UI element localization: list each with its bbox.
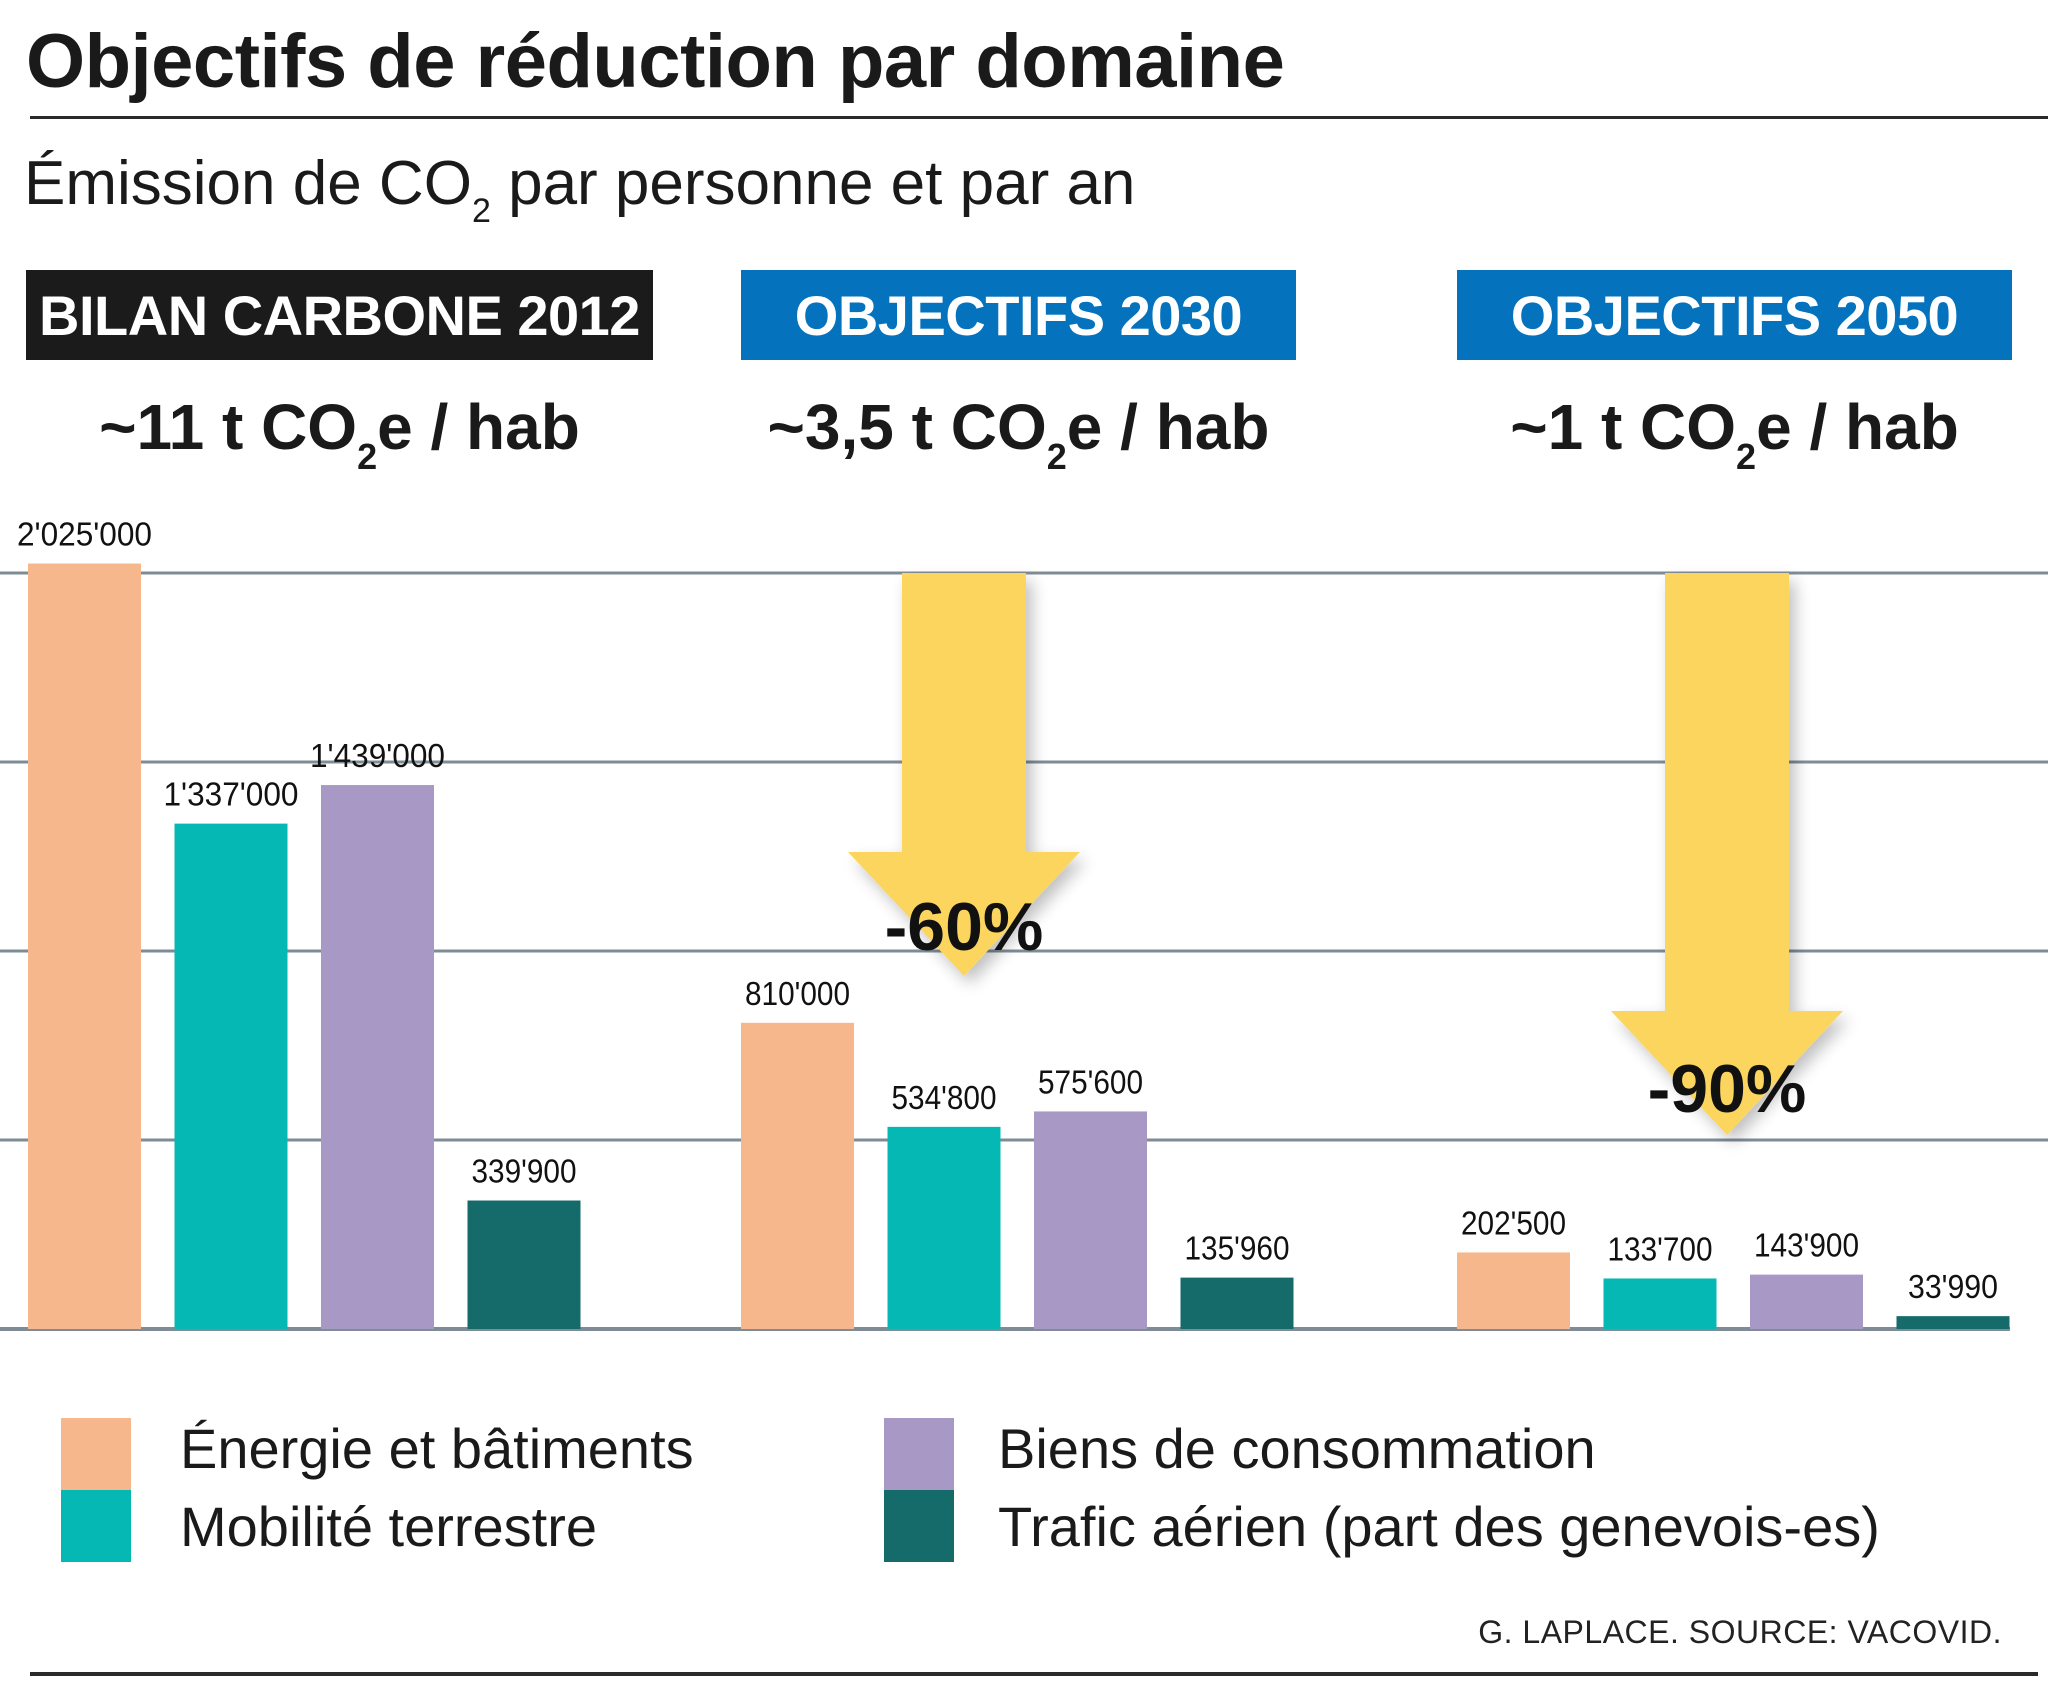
per-capita-subscript: 2: [1736, 436, 1757, 477]
bar-value-label: 339'900: [472, 1153, 577, 1190]
bar-value-label: 202'500: [1461, 1204, 1566, 1241]
bar-value-label: 2'025'000: [17, 516, 152, 553]
per-capita-text-end: e / hab: [377, 391, 580, 463]
legend-swatch-mobilite: [61, 1490, 131, 1562]
bar: [1896, 1316, 2010, 1329]
bar: [467, 1200, 581, 1329]
per-capita-2012: ~11 t CO2e / hab: [26, 390, 653, 478]
bar: [1180, 1277, 1294, 1329]
down-arrow-icon: [1611, 573, 1843, 1135]
bar-value-label: 143'900: [1754, 1227, 1859, 1264]
reduction-arrows: [848, 573, 1843, 1135]
per-capita-text-end: e / hab: [1756, 391, 1959, 463]
bar: [1034, 1111, 1147, 1329]
bottom-divider: [30, 1672, 2038, 1676]
bar-value-label: 810'000: [745, 975, 850, 1012]
legend-swatch-biens: [884, 1418, 954, 1490]
bar: [1603, 1278, 1717, 1329]
chart-title: Objectifs de réduction par domaine: [26, 19, 1285, 104]
legend-swatch-trafic: [884, 1490, 954, 1562]
legend-swatch-energie: [61, 1418, 131, 1490]
per-capita-text: ~11 t CO: [99, 391, 358, 463]
per-capita-subscript: 2: [357, 436, 378, 477]
bar: [174, 823, 288, 1329]
source-credit: G. LAPLACE. SOURCE: VACOVID.: [1478, 1614, 2002, 1650]
bar: [321, 785, 434, 1329]
chart-subtitle: Émission de CO2 par personne et par an: [24, 148, 1135, 231]
bar-value-label: 575'600: [1038, 1063, 1143, 1100]
bars: [28, 563, 2010, 1329]
per-capita-subscript: 2: [1046, 436, 1067, 477]
per-capita-text-end: e / hab: [1066, 391, 1270, 463]
legend-label-biens: Biens de consommation: [998, 1417, 1596, 1480]
per-capita-2030: ~3,5 t CO2e / hab: [741, 390, 1296, 478]
bar: [887, 1126, 1001, 1329]
reduction-percent-label: -90%: [1648, 1051, 1807, 1127]
bar: [28, 563, 141, 1329]
subtitle-subscript: 2: [471, 192, 491, 230]
group-header-2012: BILAN CARBONE 2012: [26, 270, 653, 360]
reduction-percent-label: -60%: [885, 889, 1044, 965]
legend-label-mobilite: Mobilité terrestre: [180, 1495, 598, 1558]
bar-value-label: 534'800: [892, 1079, 997, 1116]
group-header-2050: OBJECTIFS 2050: [1457, 270, 2012, 360]
bar-value-label: 33'990: [1908, 1268, 1998, 1305]
bar-value-labels: 2'025'000 810'000 202'500 1'337'000 534'800 1…: [17, 516, 1998, 1306]
per-capita-text: ~1 t CO: [1510, 391, 1737, 463]
bar: [741, 1022, 854, 1329]
title-divider: [30, 116, 2048, 119]
legend-label-energie: Énergie et bâtiments: [180, 1417, 694, 1480]
bar: [1750, 1274, 1863, 1329]
subtitle-text: Émission de CO: [24, 149, 472, 218]
bar-value-label: 133'700: [1608, 1230, 1713, 1267]
bar-value-label: 135'960: [1185, 1230, 1290, 1267]
bar-value-label: 1'439'000: [310, 737, 445, 774]
bar-chart: 2'025'000 810'000 202'500 1'337'000 534'800 1…: [0, 516, 2048, 1331]
group-header-2030: OBJECTIFS 2030: [741, 270, 1296, 360]
per-capita-text: ~3,5 t CO: [767, 391, 1047, 463]
subtitle-text-end: par personne et par an: [490, 149, 1136, 218]
bar-value-label: 1'337'000: [164, 776, 299, 813]
per-capita-2050: ~1 t CO2e / hab: [1457, 390, 2012, 478]
bar: [1457, 1252, 1570, 1329]
reduction-labels: -60% -90%: [885, 889, 1807, 1127]
down-arrow-icon: [848, 573, 1080, 976]
legend-label-trafic: Trafic aérien (part des genevois-es): [998, 1495, 1880, 1558]
